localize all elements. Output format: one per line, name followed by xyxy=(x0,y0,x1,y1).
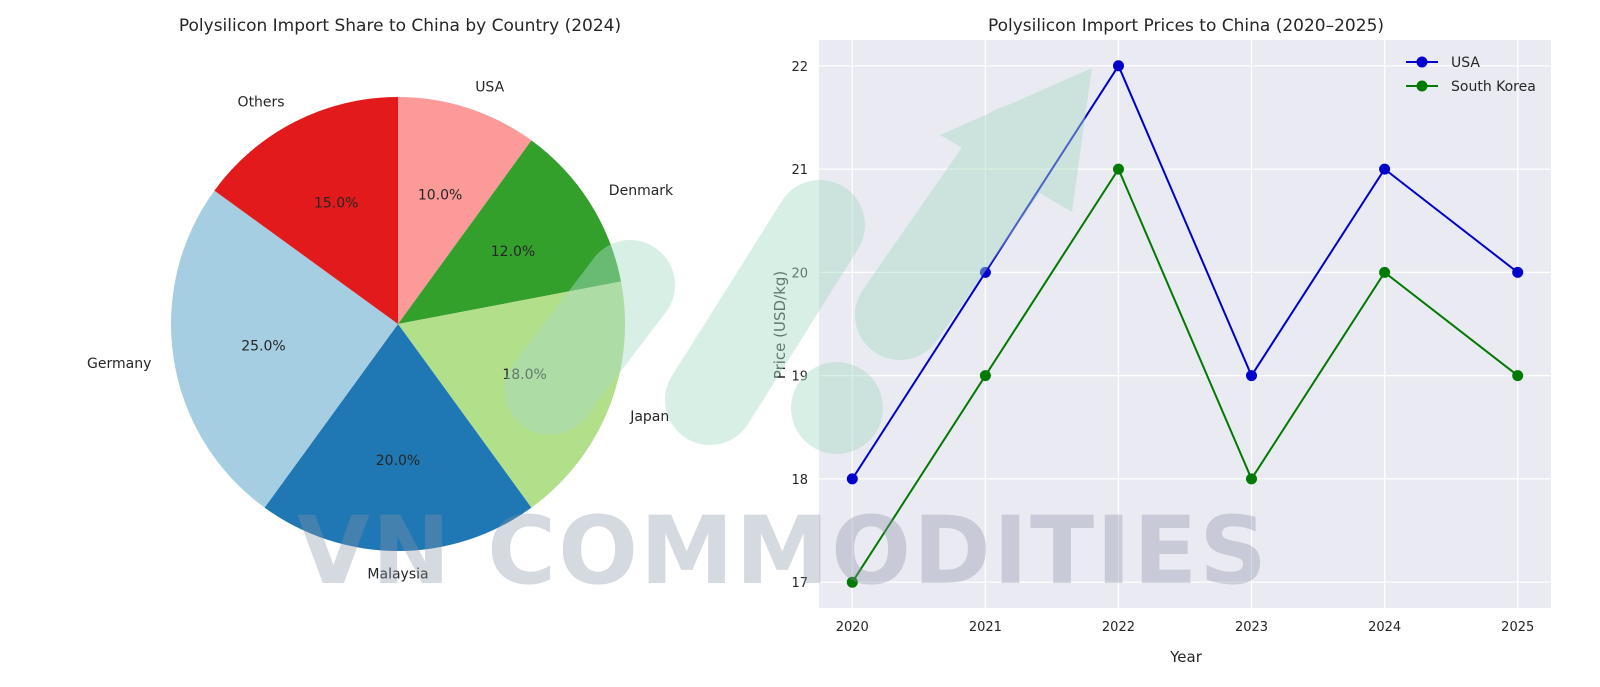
y-tick-label: 21 xyxy=(791,163,808,178)
data-point-usa xyxy=(846,473,858,485)
legend-swatch-marker xyxy=(1416,80,1428,92)
pie-chart: Polysilicon Import Share to China by Cou… xyxy=(87,16,674,583)
x-tick-label: 2023 xyxy=(1235,620,1268,635)
watermark: VN COMMODITIES xyxy=(297,68,1269,606)
pie-labels: 10.0% USA 12.0% Denmark 18.0% Japan 20.0% Malay… xyxy=(87,80,674,583)
data-point-usa xyxy=(1512,266,1524,278)
line-chart: Polysilicon Import Prices to China (2020… xyxy=(771,16,1551,666)
y-tick-label: 19 xyxy=(791,370,808,385)
data-point-south-korea xyxy=(979,370,991,382)
pie-percent-label: 12.0% xyxy=(491,244,535,260)
pie-slice-germany xyxy=(170,190,398,508)
legend-swatch-marker xyxy=(1416,56,1428,68)
legend: USA South Korea xyxy=(1406,55,1536,95)
data-point-usa xyxy=(1379,163,1391,175)
x-axis-ticks: 2020 2021 2022 2023 2024 2025 xyxy=(836,620,1535,635)
pie-slice-denmark xyxy=(398,140,621,324)
data-point-south-korea xyxy=(846,576,858,588)
pie-slice-malaysia xyxy=(264,324,532,552)
y-tick-label: 18 xyxy=(791,473,808,488)
data-point-south-korea xyxy=(1113,163,1124,175)
pie-percent-label: 18.0% xyxy=(502,367,546,383)
y-axis-label: Price (USD/kg) xyxy=(771,271,789,379)
pie-percent-label: 10.0% xyxy=(418,188,462,204)
series-lines xyxy=(846,60,1524,588)
x-tick-label: 2022 xyxy=(1102,620,1135,635)
watermark-arrow-icon xyxy=(505,68,1092,454)
pie-category-label: Others xyxy=(238,95,285,111)
pie-category-label: USA xyxy=(475,80,504,96)
pie-chart-title: Polysilicon Import Share to China by Cou… xyxy=(179,16,621,36)
pie-percent-label: 25.0% xyxy=(241,338,285,354)
pie-category-label: Germany xyxy=(87,356,151,372)
watermark-text: VN COMMODITIES xyxy=(297,497,1269,606)
pie-category-label: Malaysia xyxy=(367,567,428,583)
x-axis-label: Year xyxy=(1169,648,1203,666)
x-tick-label: 2024 xyxy=(1368,620,1401,635)
data-point-usa xyxy=(979,266,991,278)
pie-slices xyxy=(170,97,626,552)
pie-percent-label: 15.0% xyxy=(314,196,358,212)
series-line-usa xyxy=(851,63,1519,480)
data-point-south-korea xyxy=(1379,266,1391,278)
data-point-south-korea xyxy=(1246,473,1257,485)
pie-percent-label: 20.0% xyxy=(376,453,420,469)
y-tick-label: 20 xyxy=(791,266,808,281)
y-tick-label: 17 xyxy=(791,576,808,591)
pie-category-label: Japan xyxy=(629,409,669,425)
legend-label: USA xyxy=(1451,55,1480,71)
y-tick-label: 22 xyxy=(791,60,808,75)
pie-slice-japan xyxy=(398,281,626,508)
x-tick-label: 2021 xyxy=(969,620,1002,635)
x-tick-label: 2020 xyxy=(836,620,869,635)
line-chart-title: Polysilicon Import Prices to China (2020… xyxy=(988,16,1384,36)
pie-slice-usa xyxy=(398,97,532,324)
x-tick-label: 2025 xyxy=(1501,620,1534,635)
pie-category-label: Denmark xyxy=(609,183,674,199)
data-point-usa xyxy=(1246,370,1257,382)
y-axis-ticks: 17 18 19 20 21 22 xyxy=(791,60,808,591)
pie-slice-others xyxy=(214,97,398,324)
data-point-south-korea xyxy=(1512,370,1524,382)
legend-label: South Korea xyxy=(1451,79,1536,95)
series-line-south-korea xyxy=(851,166,1519,583)
data-point-usa xyxy=(1113,60,1124,72)
grid-lines xyxy=(819,40,1551,608)
